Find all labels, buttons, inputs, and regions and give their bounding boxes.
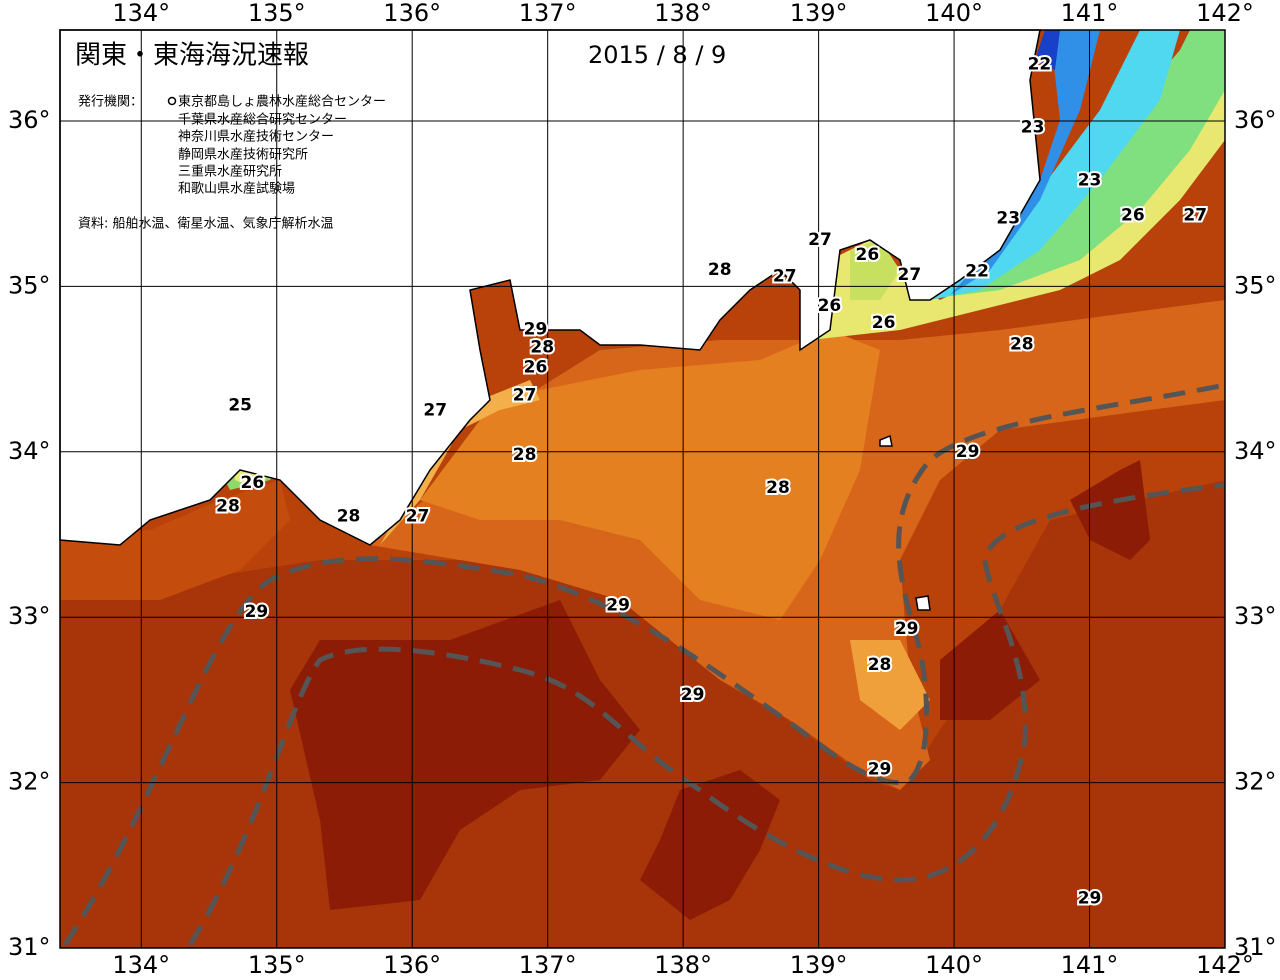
contour-label: 29 [681, 685, 705, 705]
lon-label-top: 141° [1061, 0, 1119, 27]
contour-label: 26 [856, 245, 880, 265]
contour-label: 27 [773, 266, 797, 286]
contour-label: 28 [513, 445, 537, 465]
publisher: 和歌山県水産試験場 [178, 181, 295, 197]
publisher-label: 発行機関： [78, 95, 143, 110]
lon-label-bottom: 137° [519, 951, 577, 979]
lon-label-bottom: 141° [1061, 951, 1119, 979]
contour-label: 27 [1183, 205, 1207, 225]
publisher: 静岡県水産技術研究所 [178, 147, 308, 163]
contour-label: 28 [216, 496, 240, 516]
lat-label-left: 34° [8, 437, 51, 465]
lon-label-bottom: 136° [383, 951, 441, 979]
contour-label: 27 [898, 265, 922, 285]
lon-label-top: 137° [519, 0, 577, 27]
kuroshio-branch [187, 482, 1226, 947]
lon-label-top: 142° [1196, 0, 1254, 27]
lon-label-top: 138° [654, 0, 712, 27]
lat-label-right: 36° [1234, 106, 1277, 134]
lat-label-left: 32° [8, 768, 51, 796]
contour-label: 28 [708, 260, 732, 280]
contour-label: 28 [766, 478, 790, 498]
contour-label: 25 [228, 395, 252, 415]
lat-label-right: 32° [1234, 768, 1277, 796]
publisher: 千葉県水産総合研究センター [178, 112, 347, 128]
publisher: 三重県水産研究所 [178, 164, 282, 180]
lon-label-bottom: 139° [790, 951, 848, 979]
lon-label-bottom: 134° [112, 951, 170, 979]
lon-label-top: 136° [383, 0, 441, 27]
bullet [167, 96, 177, 106]
contour-label: 27 [423, 400, 447, 420]
map-title: 関東・東海海況速報 [75, 41, 309, 71]
contour-label: 29 [245, 602, 269, 622]
contour-label: 26 [1121, 205, 1145, 225]
lon-label-bottom: 142° [1196, 951, 1254, 979]
contour-label: 22 [1028, 55, 1052, 75]
contour-label: 26 [241, 473, 265, 493]
contour-label: 27 [513, 386, 537, 406]
lon-label-bottom: 135° [248, 951, 306, 979]
lat-label-right: 33° [1234, 602, 1277, 630]
lon-label-top: 139° [790, 0, 848, 27]
contour-label: 29 [1078, 888, 1102, 908]
data-source: 資料: 船舶水温、衛星水温、気象庁解析水温 [78, 216, 334, 232]
contour-label: 29 [606, 596, 630, 616]
kuroshio-axis [62, 382, 1226, 947]
lat-label-right: 31° [1234, 933, 1277, 961]
lat-label-right: 34° [1234, 437, 1277, 465]
map-date: 2015 / 8 / 9 [588, 41, 726, 69]
lat-label-left: 35° [8, 271, 51, 299]
contour-label: 23 [1021, 118, 1045, 138]
contour-label: 23 [996, 209, 1020, 229]
contour-label: 28 [1010, 334, 1034, 354]
contour-label: 29 [868, 759, 892, 779]
map-frame [59, 29, 1226, 949]
lon-label-top: 135° [248, 0, 306, 27]
contour-label: 27 [406, 506, 430, 526]
lon-label-bottom: 138° [654, 951, 712, 979]
contour-label: 29 [895, 619, 919, 639]
contour-label: 27 [808, 230, 832, 250]
lon-label-top: 140° [925, 0, 983, 27]
contour-label: 29 [524, 319, 548, 339]
contour-label: 22 [965, 261, 989, 281]
contour-label: 23 [1078, 171, 1102, 191]
contour-label: 29 [956, 442, 980, 462]
contour-label: 28 [868, 655, 892, 675]
lon-label-bottom: 140° [925, 951, 983, 979]
lat-label-left: 31° [8, 933, 51, 961]
publisher: 東京都島しょ農林水産総合センター [178, 94, 386, 110]
contour-label: 28 [337, 506, 361, 526]
contour-label: 28 [530, 338, 554, 358]
lat-label-right: 35° [1234, 271, 1277, 299]
contour-label: 26 [872, 313, 896, 333]
lon-label-top: 134° [112, 0, 170, 27]
lat-label-left: 36° [8, 106, 51, 134]
contour-label: 26 [818, 296, 842, 316]
contour-label: 26 [524, 357, 548, 377]
publisher: 神奈川県水産技術センター [178, 129, 334, 145]
land [59, 29, 1041, 611]
lat-label-left: 33° [8, 602, 51, 630]
